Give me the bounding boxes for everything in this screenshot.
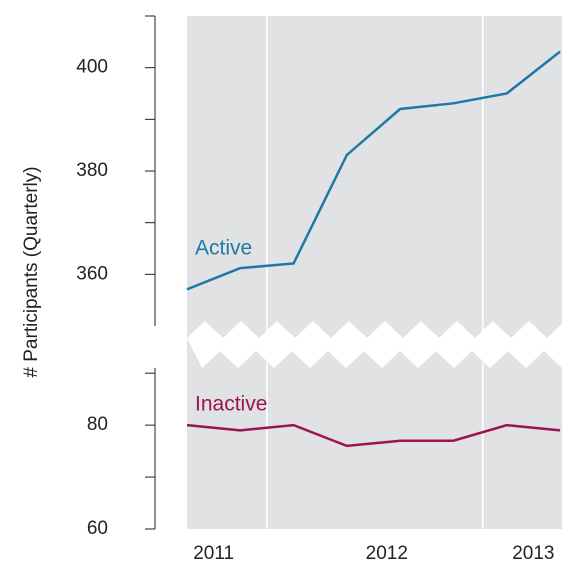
series-label: Inactive (195, 393, 267, 416)
y-tick-label: 80 (87, 414, 108, 435)
axis-break-mask (130, 327, 170, 367)
series-label: Active (195, 237, 252, 260)
series-line (186, 50, 561, 291)
y-tick-label: 400 (76, 57, 108, 78)
x-tick-label: 2012 (366, 543, 408, 564)
y-tick-label: 380 (76, 160, 108, 181)
x-tick-label: 2013 (512, 543, 554, 564)
y-tick-label: 360 (76, 263, 108, 284)
series-line (186, 423, 561, 448)
x-tick-label: 2011 (193, 543, 234, 564)
y-axis-label: # Participants (Quarterly) (21, 166, 42, 377)
y-tick-label: 60 (87, 518, 108, 539)
axis-break (187, 321, 562, 368)
